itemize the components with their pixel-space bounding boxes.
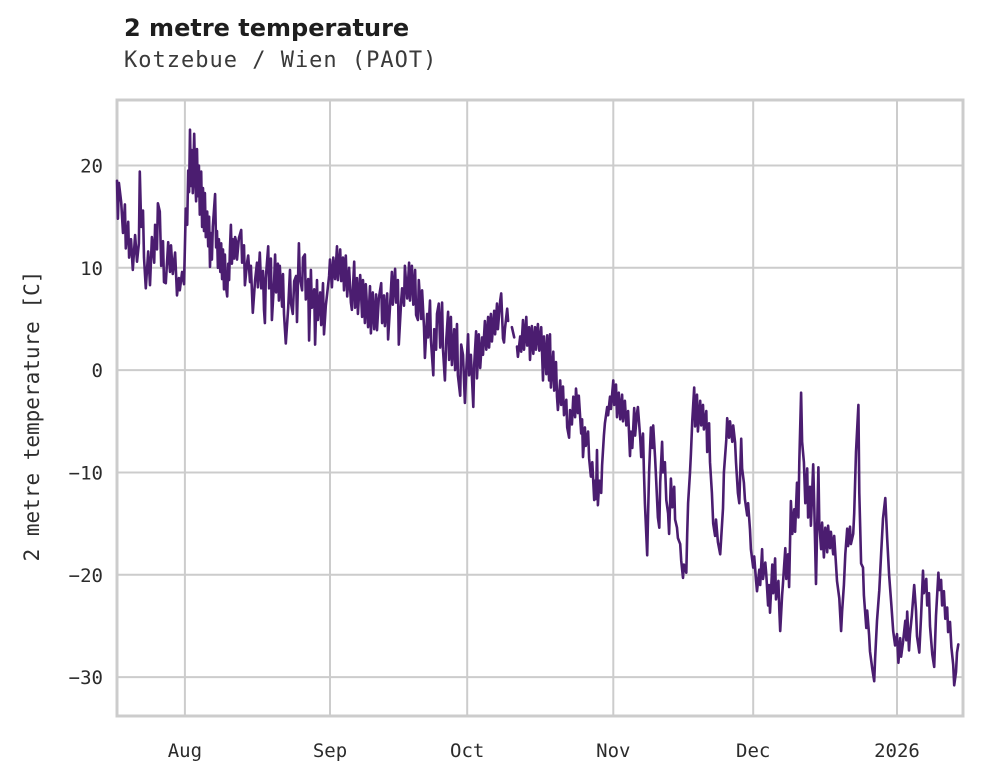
y-tick-label: 0 bbox=[92, 360, 103, 382]
y-tick-label: −10 bbox=[69, 463, 103, 485]
y-tick-label: −20 bbox=[69, 565, 103, 587]
x-tick-label: Dec bbox=[736, 740, 770, 762]
temperature-line bbox=[115, 128, 960, 687]
y-tick-label: 20 bbox=[80, 156, 103, 178]
y-tick-label: −30 bbox=[69, 667, 103, 689]
x-tick-label: Sep bbox=[313, 740, 347, 762]
chart-subtitle: Kotzebue / Wien (PAOT) bbox=[124, 48, 438, 73]
x-tick-label: 2026 bbox=[874, 740, 920, 762]
plot-border bbox=[115, 98, 965, 718]
chart-title: 2 metre temperature bbox=[124, 14, 410, 42]
x-tick-label: Aug bbox=[168, 740, 202, 762]
y-axis-label: 2 metre temperature [C] bbox=[20, 270, 44, 562]
y-tick-label: 10 bbox=[80, 258, 103, 280]
x-tick-label: Oct bbox=[450, 740, 484, 762]
x-tick-label: Nov bbox=[596, 740, 630, 762]
